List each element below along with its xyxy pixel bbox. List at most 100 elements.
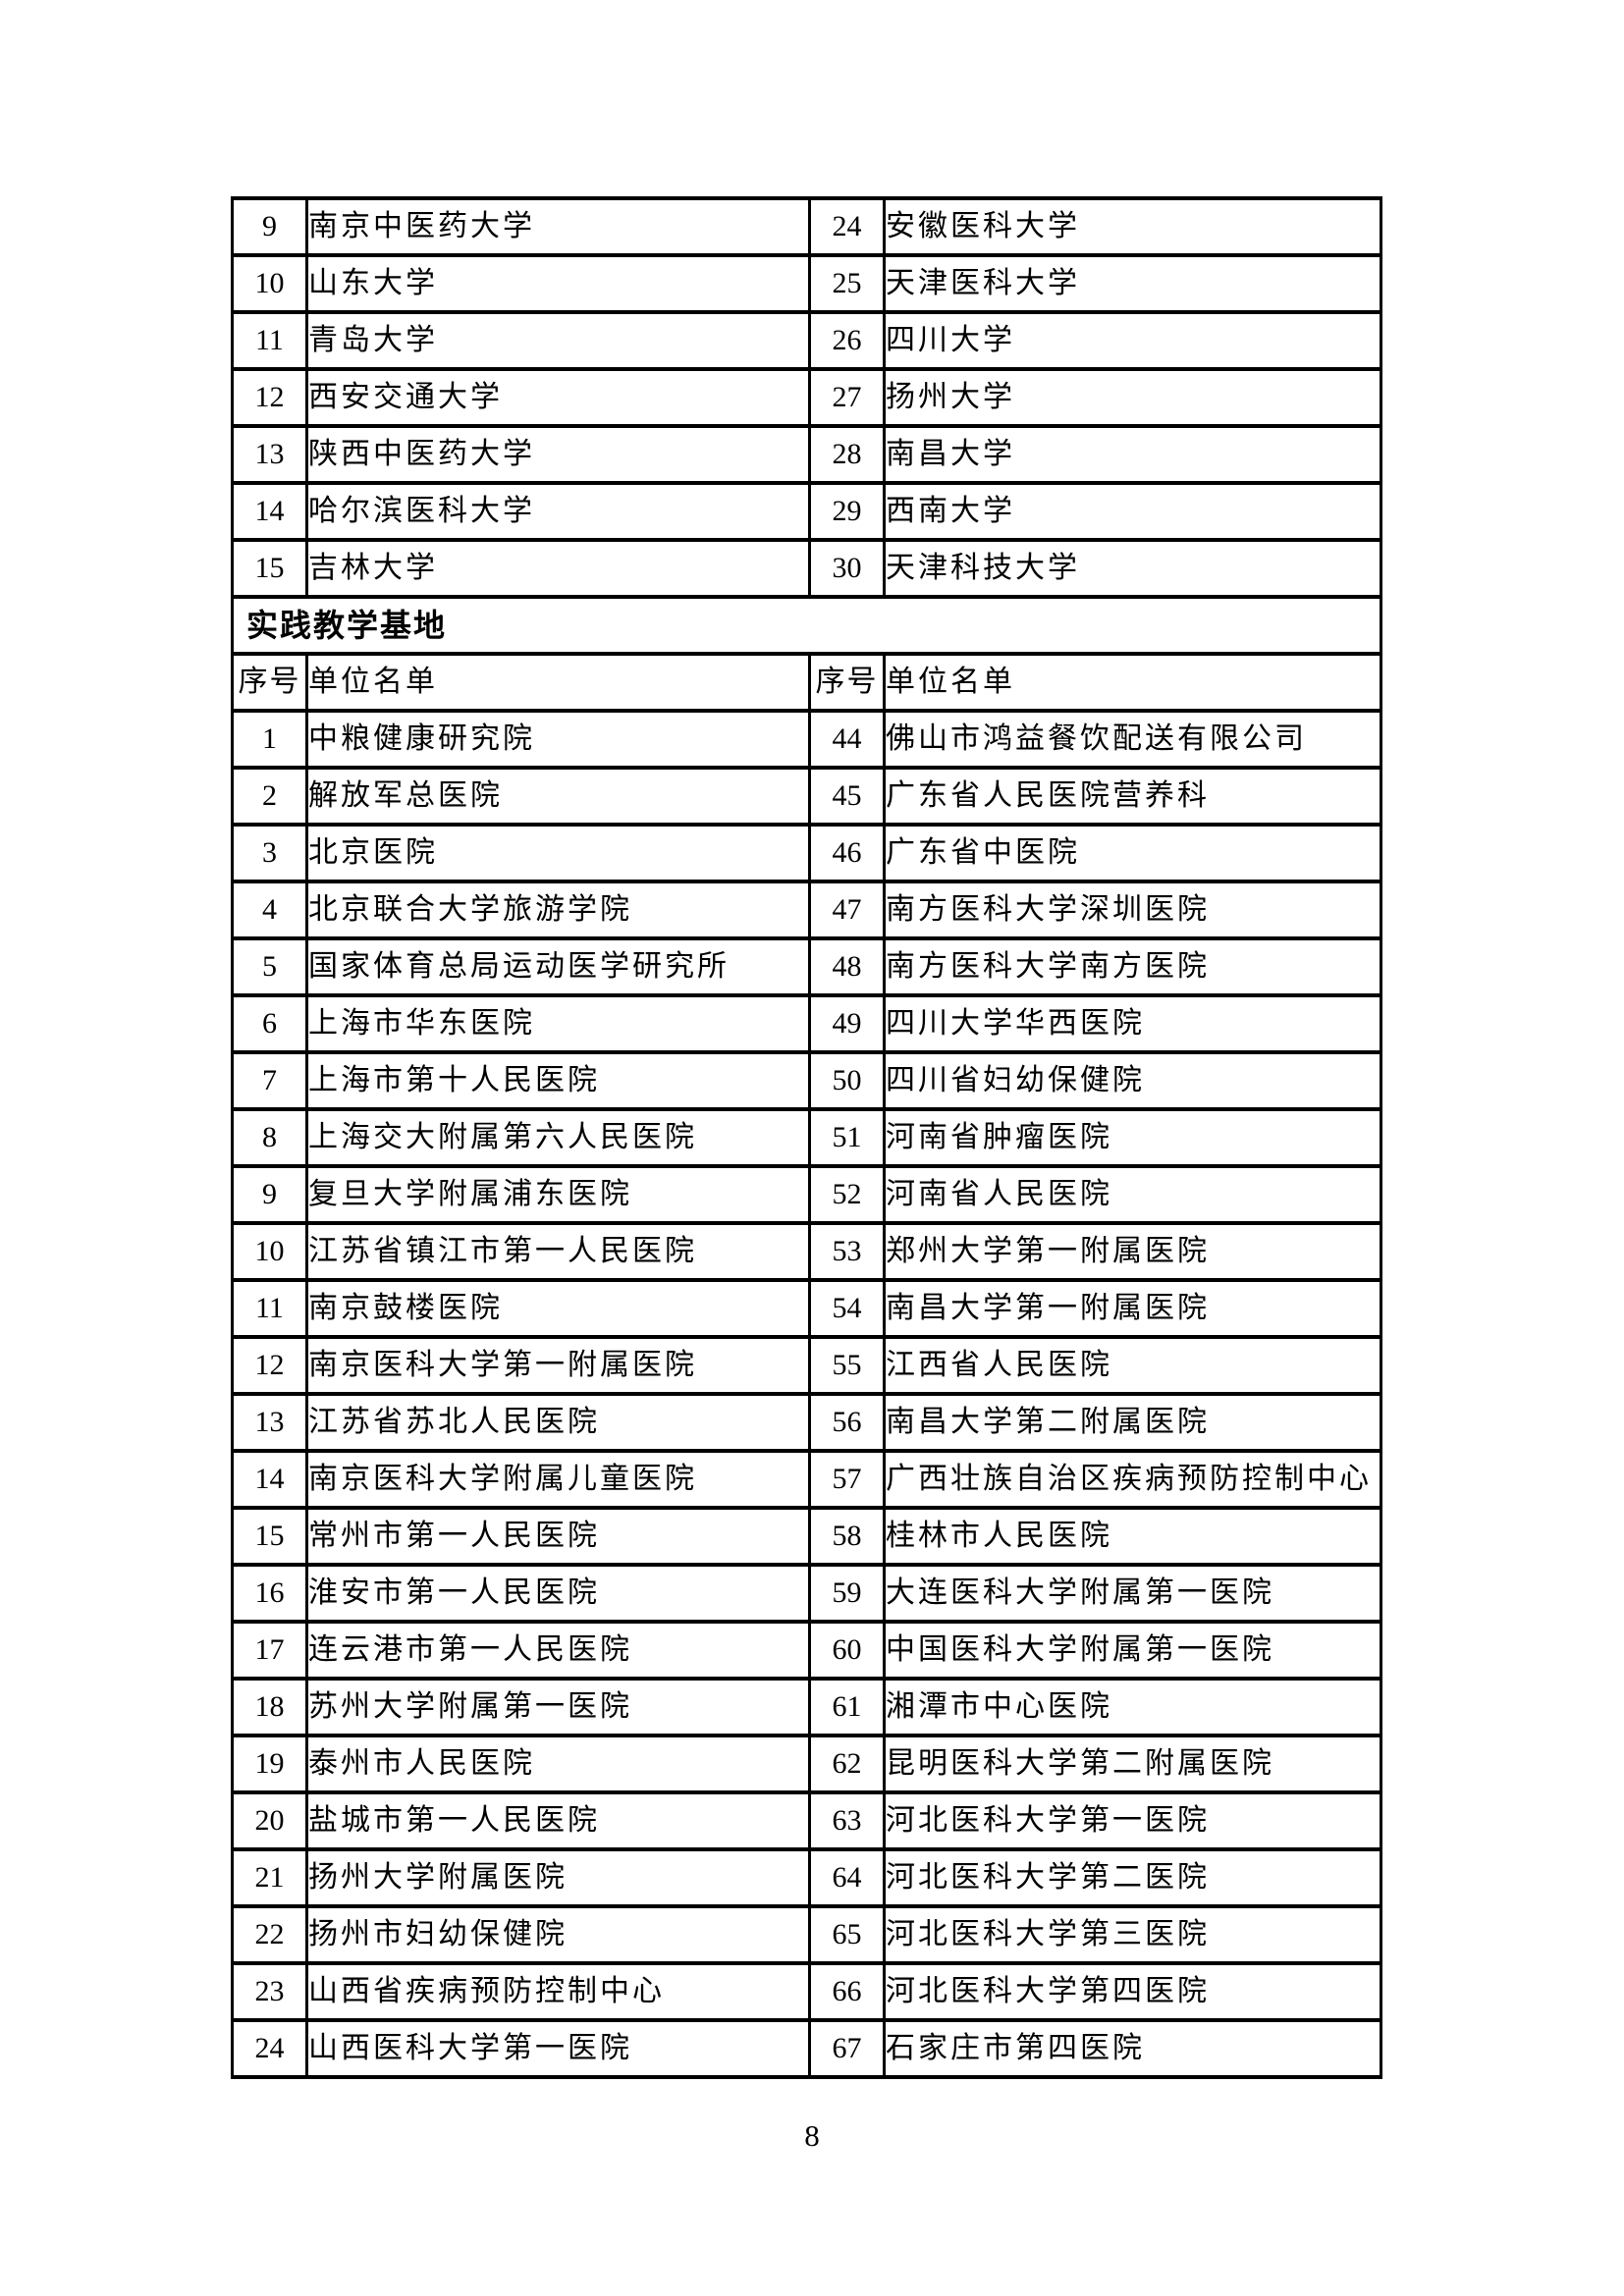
row-number-cell: 30 [808,538,886,599]
unit-name-cell: 连云港市第一人民医院 [305,1620,811,1681]
row-number-cell: 13 [231,424,308,485]
row-number-cell: 11 [231,1278,308,1339]
row-number-cell: 57 [808,1449,886,1510]
table-row: 12 西安交通大学 27 扬州大学 [231,367,1382,428]
column-header-name: 单位名单 [883,652,1382,713]
table-section-header-row: 实践教学基地 [231,595,1382,656]
unit-name-cell: 国家体育总局运动医学研究所 [305,936,811,997]
row-number-cell: 22 [231,1904,308,1965]
section-header-label: 实践教学基地 [231,595,1382,656]
table-row: 15 吉林大学 30 天津科技大学 [231,538,1382,599]
row-number-cell: 52 [808,1164,886,1225]
row-number-cell: 60 [808,1620,886,1681]
table-row: 10 山东大学 25 天津医科大学 [231,253,1382,314]
row-number-cell: 56 [808,1392,886,1453]
row-number-cell: 21 [231,1847,308,1908]
row-number-cell: 19 [231,1734,308,1794]
unit-name-cell: 南京鼓楼医院 [305,1278,811,1339]
unit-name-cell: 江苏省镇江市第一人民医院 [305,1221,811,1282]
section-header-section: 实践教学基地 序号 单位名单 序号 单位名单 [231,595,1382,713]
row-number-cell: 63 [808,1790,886,1851]
table-row: 1 中粮健康研究院 44 佛山市鸿益餐饮配送有限公司 [231,709,1382,770]
unit-name-cell: 河南省人民医院 [883,1164,1382,1225]
bases-section: 1 中粮健康研究院 44 佛山市鸿益餐饮配送有限公司 2 解放军总医院 45 广东省人民医院营… [231,709,1382,2079]
unit-name-cell: 南昌大学第一附属医院 [883,1278,1382,1339]
row-number-cell: 61 [808,1677,886,1737]
unit-name-cell: 河北医科大学第四医院 [883,1961,1382,2022]
row-number-cell: 24 [808,196,886,257]
row-number-cell: 5 [231,936,308,997]
table-row: 20 盐城市第一人民医院 63 河北医科大学第一医院 [231,1790,1382,1851]
unit-name-cell: 四川大学华西医院 [883,993,1382,1054]
unit-name-cell: 南京医科大学第一附属医院 [305,1335,811,1396]
row-number-cell: 26 [808,310,886,371]
row-number-cell: 15 [231,538,308,599]
row-number-cell: 6 [231,993,308,1054]
row-number-cell: 27 [808,367,886,428]
unit-name-cell: 佛山市鸿益餐饮配送有限公司 [883,709,1382,770]
unit-name-cell: 江苏省苏北人民医院 [305,1392,811,1453]
unit-name-cell: 广东省中医院 [883,823,1382,883]
table-row: 11 南京鼓楼医院 54 南昌大学第一附属医院 [231,1278,1382,1339]
unit-name-cell: 石家庄市第四医院 [883,2018,1382,2079]
row-number-cell: 20 [231,1790,308,1851]
unit-name-cell: 南昌大学 [883,424,1382,485]
table-row: 10 江苏省镇江市第一人民医院 53 郑州大学第一附属医院 [231,1221,1382,1282]
column-header-no: 序号 [231,652,308,713]
unit-name-cell: 苏州大学附属第一医院 [305,1677,811,1737]
table-row: 11 青岛大学 26 四川大学 [231,310,1382,371]
unit-name-cell: 西安交通大学 [305,367,811,428]
row-number-cell: 67 [808,2018,886,2079]
row-number-cell: 2 [231,766,308,827]
unit-name-cell: 南京中医药大学 [305,196,811,257]
unit-name-cell: 吉林大学 [305,538,811,599]
unit-name-cell: 盐城市第一人民医院 [305,1790,811,1851]
table-row: 8 上海交大附属第六人民医院 51 河南省肿瘤医院 [231,1107,1382,1168]
row-number-cell: 25 [808,253,886,314]
row-number-cell: 50 [808,1050,886,1111]
unit-name-cell: 安徽医科大学 [883,196,1382,257]
table-row: 12 南京医科大学第一附属医院 55 江西省人民医院 [231,1335,1382,1396]
table-column-header-row: 序号 单位名单 序号 单位名单 [231,652,1382,713]
unit-name-cell: 四川省妇幼保健院 [883,1050,1382,1111]
row-number-cell: 12 [231,1335,308,1396]
table-row: 15 常州市第一人民医院 58 桂林市人民医院 [231,1506,1382,1567]
table-row: 14 哈尔滨医科大学 29 西南大学 [231,481,1382,542]
column-header-no: 序号 [808,652,886,713]
row-number-cell: 8 [231,1107,308,1168]
row-number-cell: 15 [231,1506,308,1567]
unit-name-cell: 复旦大学附属浦东医院 [305,1164,811,1225]
unit-name-cell: 大连医科大学附属第一医院 [883,1563,1382,1624]
unit-name-cell: 北京医院 [305,823,811,883]
row-number-cell: 18 [231,1677,308,1737]
row-number-cell: 12 [231,367,308,428]
table-row: 9 南京中医药大学 24 安徽医科大学 [231,196,1382,257]
row-number-cell: 10 [231,253,308,314]
unit-name-cell: 河北医科大学第三医院 [883,1904,1382,1965]
unit-name-cell: 中粮健康研究院 [305,709,811,770]
row-number-cell: 58 [808,1506,886,1567]
unit-name-cell: 桂林市人民医院 [883,1506,1382,1567]
unit-name-cell: 泰州市人民医院 [305,1734,811,1794]
row-number-cell: 10 [231,1221,308,1282]
row-number-cell: 9 [231,1164,308,1225]
unit-name-cell: 上海市第十人民医院 [305,1050,811,1111]
row-number-cell: 55 [808,1335,886,1396]
row-number-cell: 13 [231,1392,308,1453]
row-number-cell: 1 [231,709,308,770]
row-number-cell: 59 [808,1563,886,1624]
table-row: 13 陕西中医药大学 28 南昌大学 [231,424,1382,485]
unit-name-cell: 天津医科大学 [883,253,1382,314]
unit-name-cell: 扬州大学附属医院 [305,1847,811,1908]
row-number-cell: 14 [231,481,308,542]
practice-bases-table: 9 南京中医药大学 24 安徽医科大学 10 山东大学 25 天津医科大学 11 青岛大学 26 四川… [231,196,1382,2079]
row-number-cell: 47 [808,880,886,940]
unit-name-cell: 湘潭市中心医院 [883,1677,1382,1737]
unit-name-cell: 江西省人民医院 [883,1335,1382,1396]
unit-name-cell: 南昌大学第二附属医院 [883,1392,1382,1453]
table-row: 2 解放军总医院 45 广东省人民医院营养科 [231,766,1382,827]
unit-name-cell: 陕西中医药大学 [305,424,811,485]
row-number-cell: 24 [231,2018,308,2079]
row-number-cell: 16 [231,1563,308,1624]
